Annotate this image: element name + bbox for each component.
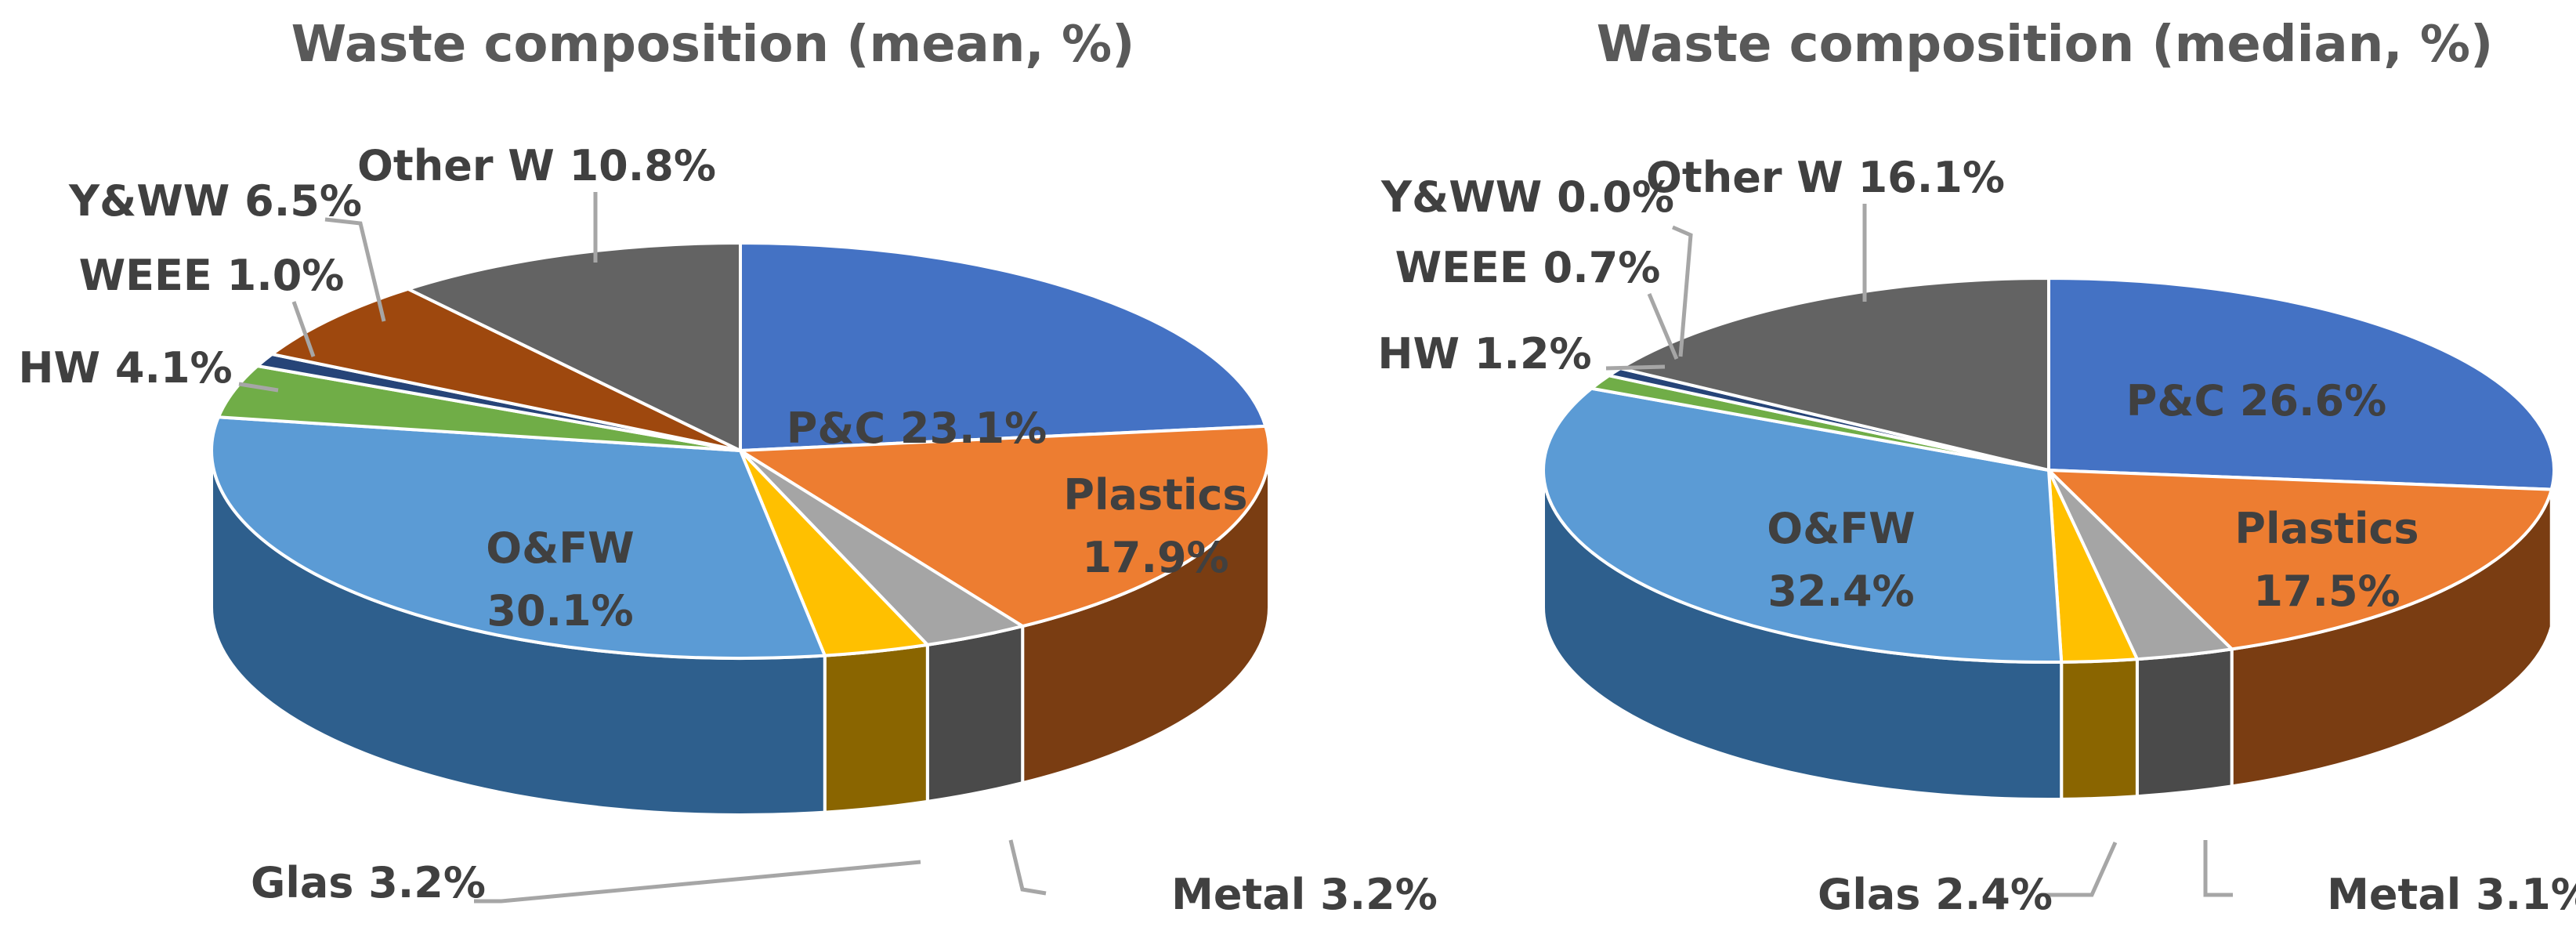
data-label-pc: P&C 26.6% [2126,376,2386,426]
leader-line-hw [238,382,279,393]
mean-chart-title: Waste composition (mean, %) [291,16,1135,74]
leader-line-metal [2203,840,2233,897]
slice-ofw [1542,386,2064,664]
slice-side-metal [2135,647,2234,799]
slice-pc [2047,276,2556,491]
leader-line-weee [291,301,316,357]
leader-line-hw [1605,364,1666,371]
data-label-ofw: O&FW 30.1% [486,523,634,636]
slice-yww [268,287,741,452]
data-label-other-w: Other W 10.8% [357,141,716,190]
leader-line-yww [1672,225,1693,357]
leader-line-metal [1008,839,1047,896]
data-label-plastics: Plastics 17.5% [2234,504,2419,616]
data-label-glas: Glas 2.4% [1818,870,2053,919]
pie-side-walls [210,450,1271,817]
data-label-plastics: Plastics 17.9% [1063,470,1247,582]
leader-line-glas [474,860,921,904]
slice-side-glas [823,643,929,814]
leader-line-glas [2045,841,2118,897]
median-chart-title: Waste composition (median, %) [1597,16,2493,74]
data-label-hw: HW 4.1% [18,343,232,393]
slice-other-w [1616,276,2050,473]
data-label-weee: WEEE 1.0% [79,251,345,300]
pie-top-faces [1542,276,2556,664]
mean-pie-chart: Waste composition (mean, %) P&C 23.1% Pla… [18,16,1438,919]
data-label-metal: Metal 3.1% [2327,870,2576,919]
pie-labels: P&C 23.1% Plastics 17.9% Metal 3.2% Glas 3.2… [18,141,1438,919]
slice-side-metal [925,624,1025,804]
data-label-ofw: O&FW 32.4% [1767,504,1915,616]
pie-top-faces [210,241,1271,660]
slice-pc [739,241,1268,453]
data-label-pc: P&C 23.1% [787,404,1047,453]
median-pie-chart: Waste composition (median, %) P&C 26.6%P… [1377,16,2576,919]
slice-plastics [735,424,1271,628]
leader-line-weee [1647,293,1679,360]
data-label-hw: HW 1.2% [1377,329,1591,378]
data-label-other-w: Other W 16.1% [1646,153,2005,202]
leader-line-yww [324,217,386,322]
data-label-glas: Glas 3.2% [251,858,486,907]
slice-other-w [403,241,742,454]
slice-ofw [210,415,827,660]
data-label-yww: Y&WW 0.0% [1380,172,1674,222]
data-label-yww: Y&WW 6.5% [68,176,362,226]
pie-side-walls [1542,469,2556,801]
slice-plastics [2044,468,2554,651]
slice-side-glas [2060,657,2139,801]
pie-labels: P&C 26.6% Plastics 17.5% Metal 3.1% Glas 2.4… [1377,153,2576,919]
data-label-metal: Metal 3.2% [1171,870,1438,919]
data-label-weee: WEEE 0.7% [1395,243,1661,292]
